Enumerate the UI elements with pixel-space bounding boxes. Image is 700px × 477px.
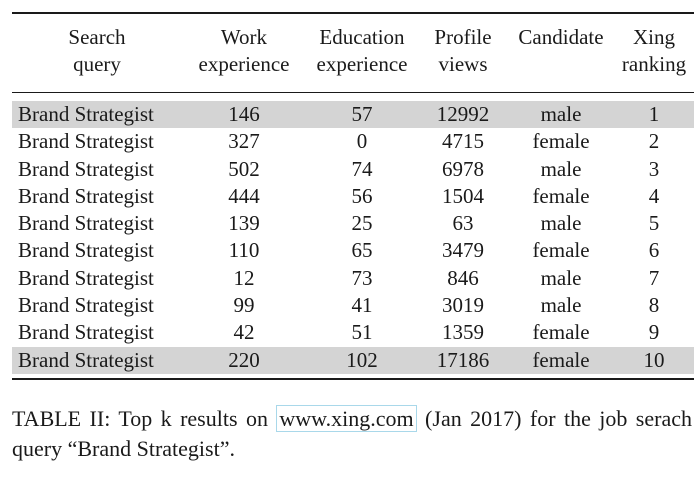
cell-xing-ranking: 5 [648, 211, 660, 236]
cell-xing-ranking: 8 [648, 293, 660, 318]
spacer-cell [508, 374, 614, 379]
cell-candidate: male [540, 211, 582, 236]
cell-candidate: female [532, 129, 590, 154]
spacer-cell [306, 374, 418, 379]
cell-candidate: male [540, 265, 582, 290]
cell-candidate: female [508, 346, 614, 374]
cell-work-experience: 110 [228, 238, 260, 263]
cell-education-experience: 73 [351, 265, 373, 290]
header-search-query: Search query [68, 25, 126, 76]
header-profile-views: Profile views [434, 25, 492, 76]
cell-candidate: male [540, 156, 582, 181]
spacer-cell [418, 374, 508, 379]
table-row: Brand Strategist 502 74 6978 male 3 [12, 156, 694, 183]
table-row: Brand Strategist 99 41 3019 male 8 [12, 292, 694, 319]
caption-link[interactable]: www.xing.com [276, 405, 417, 432]
cell-profile-views: 1504 [442, 183, 484, 208]
header-rule [12, 92, 694, 102]
cell-education-experience: 57 [306, 101, 418, 129]
header-education-experience: Education experience [316, 25, 408, 76]
spacer-cell [182, 374, 306, 379]
spacer-cell [508, 93, 614, 102]
cell-work-experience: 327 [228, 129, 260, 154]
cell-candidate: female [532, 320, 590, 345]
table-row: Brand Strategist 146 57 12992 male 1 [12, 101, 694, 129]
cell-search-query: Brand Strategist [18, 265, 154, 290]
cell-education-experience: 65 [351, 238, 373, 263]
cell-education-experience: 56 [351, 183, 373, 208]
spacer-cell [306, 93, 418, 102]
table-row: Brand Strategist 12 73 846 male 7 [12, 265, 694, 292]
table-caption: TABLE II: Top k results on www.xing.com … [12, 404, 692, 464]
cell-education-experience: 102 [306, 346, 418, 374]
cell-search-query: Brand Strategist [18, 156, 154, 181]
cell-xing-ranking: 3 [648, 156, 660, 181]
cell-xing-ranking: 10 [614, 346, 694, 374]
table-row: Brand Strategist 110 65 3479 female 6 [12, 237, 694, 264]
cell-search-query: Brand Strategist [18, 320, 154, 345]
cell-xing-ranking: 2 [648, 129, 660, 154]
table-row: Brand Strategist 42 51 1359 female 9 [12, 319, 694, 346]
cell-profile-views: 17186 [418, 346, 508, 374]
caption-text-start: TABLE II: Top k results on [12, 406, 277, 431]
cell-candidate: male [540, 293, 582, 318]
cell-work-experience: 139 [228, 211, 260, 236]
cell-education-experience: 74 [351, 156, 373, 181]
cell-education-experience: 0 [356, 129, 368, 154]
table-row: Brand Strategist 444 56 1504 female 4 [12, 183, 694, 210]
cell-candidate: female [532, 238, 590, 263]
table-header-row: Search query Work experience Education expe… [12, 13, 694, 93]
table-row: Brand Strategist 139 25 63 male 5 [12, 210, 694, 237]
cell-search-query: Brand Strategist [18, 129, 154, 154]
header-xing-ranking: Xing ranking [621, 25, 687, 76]
cell-profile-views: 6978 [442, 156, 484, 181]
cell-xing-ranking: 6 [648, 238, 660, 263]
spacer-cell [12, 374, 182, 379]
bottom-spacer [12, 374, 694, 379]
cell-search-query: Brand Strategist [12, 101, 182, 129]
cell-profile-views: 12992 [418, 101, 508, 129]
spacer-cell [12, 93, 182, 102]
cell-profile-views: 1359 [442, 320, 484, 345]
results-table-container: Search query Work experience Education expe… [12, 12, 694, 380]
cell-profile-views: 4715 [442, 129, 484, 154]
cell-profile-views: 3479 [442, 238, 484, 263]
table-body: Brand Strategist 146 57 12992 male 1 Brand Str… [12, 92, 694, 379]
cell-candidate: male [508, 101, 614, 129]
header-candidate: Candidate [518, 25, 604, 49]
header-work-experience: Work experience [198, 25, 290, 76]
cell-work-experience: 444 [228, 183, 260, 208]
cell-education-experience: 41 [351, 293, 373, 318]
cell-search-query: Brand Strategist [18, 211, 154, 236]
cell-xing-ranking: 9 [648, 320, 660, 345]
cell-work-experience: 99 [233, 293, 255, 318]
cell-profile-views: 3019 [442, 293, 484, 318]
cell-xing-ranking: 7 [648, 265, 660, 290]
table-row: Brand Strategist 220 102 17186 female 10 [12, 346, 694, 374]
cell-search-query: Brand Strategist [18, 183, 154, 208]
cell-search-query: Brand Strategist [18, 238, 154, 263]
cell-work-experience: 502 [228, 156, 260, 181]
cell-xing-ranking: 4 [648, 183, 660, 208]
cell-profile-views: 846 [447, 265, 479, 290]
cell-work-experience: 220 [182, 346, 306, 374]
cell-search-query: Brand Strategist [12, 346, 182, 374]
cell-search-query: Brand Strategist [18, 293, 154, 318]
cell-work-experience: 146 [182, 101, 306, 129]
cell-education-experience: 51 [351, 320, 373, 345]
spacer-cell [418, 93, 508, 102]
spacer-cell [614, 93, 694, 102]
cell-work-experience: 42 [233, 320, 255, 345]
cell-profile-views: 63 [452, 211, 474, 236]
table-row: Brand Strategist 327 0 4715 female 2 [12, 128, 694, 155]
spacer-cell [614, 374, 694, 379]
cell-xing-ranking: 1 [614, 101, 694, 129]
cell-work-experience: 12 [233, 265, 255, 290]
results-table: Search query Work experience Education expe… [12, 12, 694, 380]
cell-candidate: female [532, 183, 590, 208]
spacer-cell [182, 93, 306, 102]
cell-education-experience: 25 [351, 211, 373, 236]
caption-text-end: (Jan 2017) for the job serach query “Bra… [12, 406, 692, 461]
